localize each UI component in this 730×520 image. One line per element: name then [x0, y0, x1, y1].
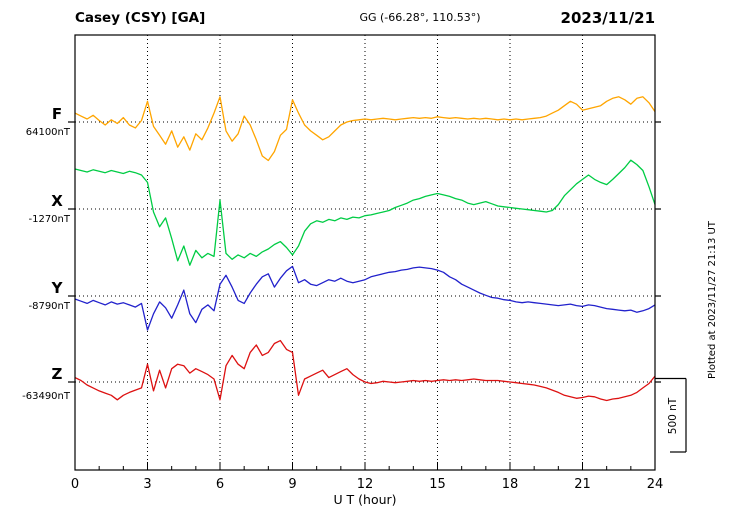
plot-date: 2023/11/21	[561, 9, 655, 27]
x-axis-label: U T (hour)	[333, 492, 396, 507]
station-title: Casey (CSY) [GA]	[75, 10, 205, 26]
x-tick-label: 6	[216, 477, 224, 492]
x-axis-ticks: 0 3 6 9 12 15 18 21 24	[71, 462, 663, 492]
baseline-value-Y: -8790nT	[28, 301, 70, 312]
data-traces	[74, 96, 656, 402]
label-group-Y: Y -8790nT	[28, 279, 70, 312]
component-letter-Y: Y	[51, 279, 64, 297]
x-tick-label: 0	[71, 477, 79, 492]
geographic-coords: GG (-66.28°, 110.53°)	[359, 11, 480, 24]
grid-lines	[147, 35, 583, 470]
trace-Y	[74, 265, 656, 331]
trace-Z	[74, 339, 656, 402]
scale-bar-label: 500 nT	[667, 397, 679, 434]
label-group-F: F 64100nT	[26, 105, 71, 138]
x-tick-label: 18	[502, 477, 519, 492]
label-group-X: X -1270nT	[28, 192, 70, 225]
trace-X	[74, 159, 656, 266]
x-tick-label: 24	[647, 477, 664, 492]
scale-bar: 500 nT	[655, 377, 687, 453]
component-baselines	[68, 121, 661, 383]
baseline-value-Z: -63490nT	[22, 391, 71, 402]
x-tick-label: 12	[357, 477, 374, 492]
trace-F	[74, 96, 656, 162]
x-tick-label: 15	[429, 477, 446, 492]
x-tick-label: 3	[143, 477, 151, 492]
component-letter-Z: Z	[52, 365, 63, 383]
component-letter-F: F	[52, 105, 62, 123]
plotted-at-note: Plotted at 2023/11/27 21:13 UT	[707, 220, 718, 379]
plot-frame	[74, 34, 656, 471]
x-tick-label: 21	[574, 477, 591, 492]
baseline-value-F: 64100nT	[26, 127, 71, 138]
component-letter-X: X	[51, 192, 63, 210]
x-tick-label: 9	[288, 477, 296, 492]
baseline-value-X: -1270nT	[28, 214, 70, 225]
label-group-Z: Z -63490nT	[22, 365, 71, 402]
